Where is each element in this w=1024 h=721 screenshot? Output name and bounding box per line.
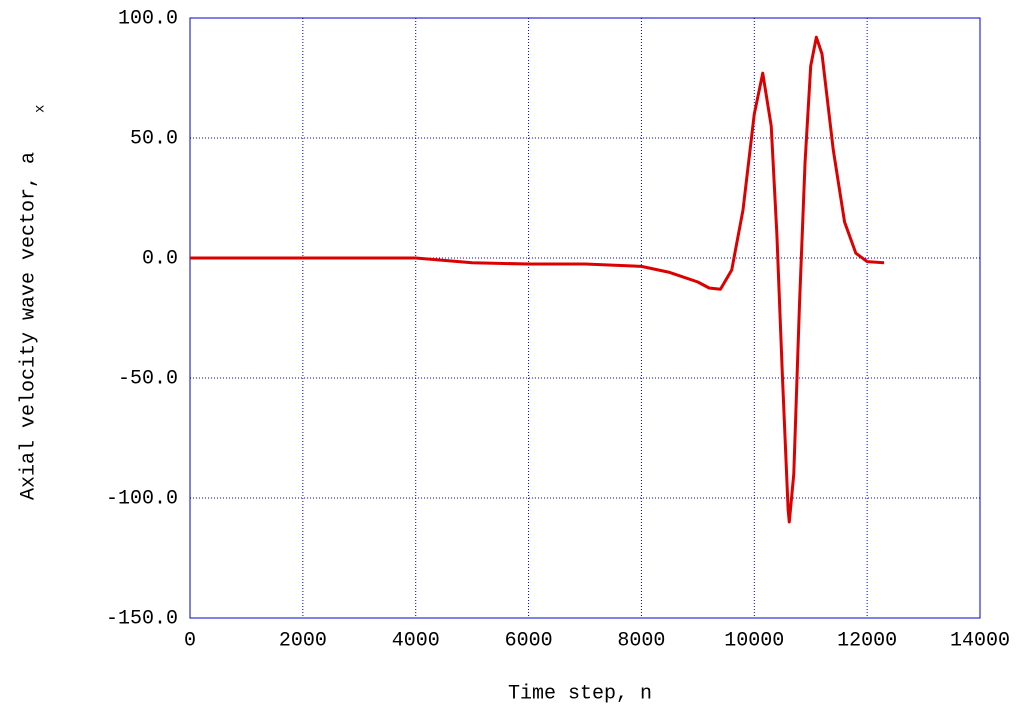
x-tick-label: 6000 [505,629,553,652]
x-tick-label: 10000 [724,629,784,652]
x-tick-label: 0 [184,629,196,652]
y-tick-label: -100.0 [106,487,178,510]
x-axis-label: Time step, n [508,682,652,705]
x-tick-label: 14000 [950,629,1010,652]
y-tick-label: 100.0 [118,7,178,30]
y-axis-label-subscript: x [33,105,49,113]
y-tick-label: -150.0 [106,607,178,630]
x-tick-label: 8000 [617,629,665,652]
x-tick-label: 12000 [837,629,897,652]
data-line [190,35,885,524]
plot-frame [189,17,981,619]
y-axis-label: Axial velocity wave vector, a [17,152,40,500]
y-axis-label-group: Axial velocity wave vector, a x [17,105,48,500]
y-tick-label: 50.0 [130,127,178,150]
x-tick-label: 2000 [279,629,327,652]
y-tick-label: -50.0 [118,367,178,390]
y-tick-label: 0.0 [142,247,178,270]
x-tick-label: 4000 [392,629,440,652]
